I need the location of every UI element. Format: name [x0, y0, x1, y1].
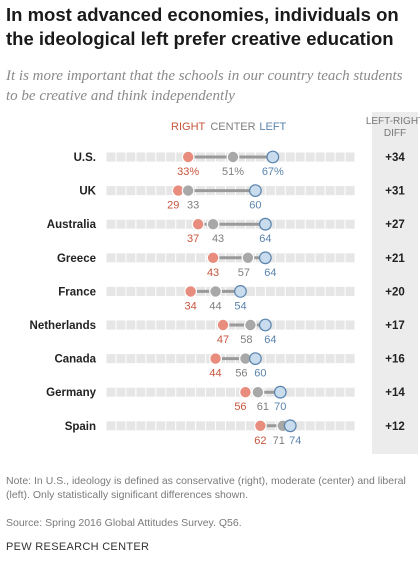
value-label-right-australia: 37: [187, 233, 199, 245]
value-label-center-uk: 33: [187, 200, 199, 212]
dot-left-uk: [248, 184, 262, 198]
value-label-right-uk: 29: [167, 200, 179, 212]
country-label-uk: UK: [79, 186, 96, 198]
diff-value-france: +20: [385, 286, 405, 298]
value-label-left-greece: 64: [264, 267, 276, 279]
value-label-right-netherlands: 47: [217, 334, 229, 346]
dot-left-spain: [283, 419, 297, 433]
dot-center-australia: [206, 217, 220, 231]
value-label-left-germany: 70: [274, 401, 286, 413]
value-label-center-canada: 56: [235, 368, 247, 380]
value-label-left-spain: 74: [289, 435, 301, 447]
diff-column-background: [372, 112, 418, 454]
country-label-france: France: [58, 286, 96, 298]
dot-left-canada: [248, 352, 262, 366]
dot-right-greece: [206, 251, 220, 265]
dot-left-france: [234, 285, 247, 298]
value-label-left-u-s: 67%: [262, 166, 284, 178]
value-label-center-germany: 61: [257, 401, 269, 413]
dot-center-netherlands: [244, 318, 257, 332]
country-label-canada: Canada: [54, 354, 96, 366]
organization-credit: PEW RESEARCH CENTER: [6, 541, 150, 553]
dot-left-netherlands: [258, 318, 272, 332]
country-label-germany: Germany: [46, 387, 96, 399]
diff-value-greece: +21: [385, 253, 405, 265]
dot-center-france: [209, 285, 222, 298]
value-label-center-australia: 43: [212, 233, 224, 245]
country-label-netherlands: Netherlands: [30, 320, 96, 332]
dot-right-canada: [209, 352, 222, 366]
dot-right-netherlands: [216, 318, 230, 332]
legend-center: CENTER: [210, 121, 255, 133]
value-label-right-greece: 43: [207, 267, 219, 279]
diff-header-line-1: LEFT-RIGHT: [366, 116, 420, 127]
dot-left-germany: [273, 385, 287, 399]
value-label-right-germany: 56: [234, 401, 246, 413]
diff-value-netherlands: +17: [385, 320, 405, 332]
value-label-right-canada: 44: [209, 368, 221, 380]
value-label-center-netherlands: 58: [240, 334, 252, 346]
track-spain: [106, 421, 355, 431]
dot-center-uk: [181, 184, 195, 198]
legend-right: RIGHT: [171, 121, 206, 133]
dot-right-u-s: [181, 150, 195, 164]
value-label-right-spain: 62: [254, 435, 266, 447]
value-label-center-greece: 57: [238, 267, 250, 279]
dot-center-u-s: [226, 150, 240, 164]
value-label-right-u-s: 33%: [177, 166, 199, 178]
track-germany: [106, 387, 355, 397]
chart-note: Note: In U.S., ideology is defined as co…: [6, 475, 406, 501]
value-label-left-australia: 64: [259, 233, 271, 245]
value-label-center-spain: 71: [273, 435, 285, 447]
country-label-spain: Spain: [65, 421, 96, 433]
value-label-center-france: 44: [209, 300, 221, 312]
dot-center-germany: [251, 385, 265, 399]
dot-right-germany: [239, 385, 252, 399]
value-label-center-u-s: 51%: [222, 166, 244, 178]
dot-left-australia: [258, 217, 272, 231]
dot-right-australia: [191, 217, 205, 231]
chart-subtitle: It is more important that the schools in…: [6, 68, 403, 104]
diff-value-australia: +27: [385, 219, 405, 231]
country-label-australia: Australia: [47, 219, 97, 231]
diff-header-line-2: DIFF: [384, 128, 406, 139]
dot-left-greece: [258, 251, 272, 265]
chart-title: In most advanced economies, individuals …: [6, 4, 399, 49]
dot-left-u-s: [266, 150, 280, 164]
chart-source: Source: Spring 2016 Global Attitudes Sur…: [6, 517, 242, 529]
dot-center-greece: [241, 251, 255, 265]
value-label-left-uk: 60: [249, 200, 261, 212]
value-label-right-france: 34: [185, 300, 197, 312]
dot-right-spain: [253, 419, 267, 433]
country-label-greece: Greece: [57, 253, 96, 265]
diff-value-uk: +31: [385, 186, 405, 198]
diff-value-germany: +14: [385, 387, 405, 399]
value-label-left-france: 54: [234, 300, 246, 312]
diff-value-spain: +12: [385, 421, 405, 433]
value-label-left-canada: 60: [254, 368, 266, 380]
dot-right-france: [184, 285, 198, 298]
legend-left: LEFT: [259, 121, 286, 133]
country-label-u-s: U.S.: [74, 152, 96, 164]
diff-value-u-s: +34: [385, 152, 405, 164]
diff-value-canada: +16: [385, 354, 405, 366]
value-label-left-netherlands: 64: [264, 334, 276, 346]
